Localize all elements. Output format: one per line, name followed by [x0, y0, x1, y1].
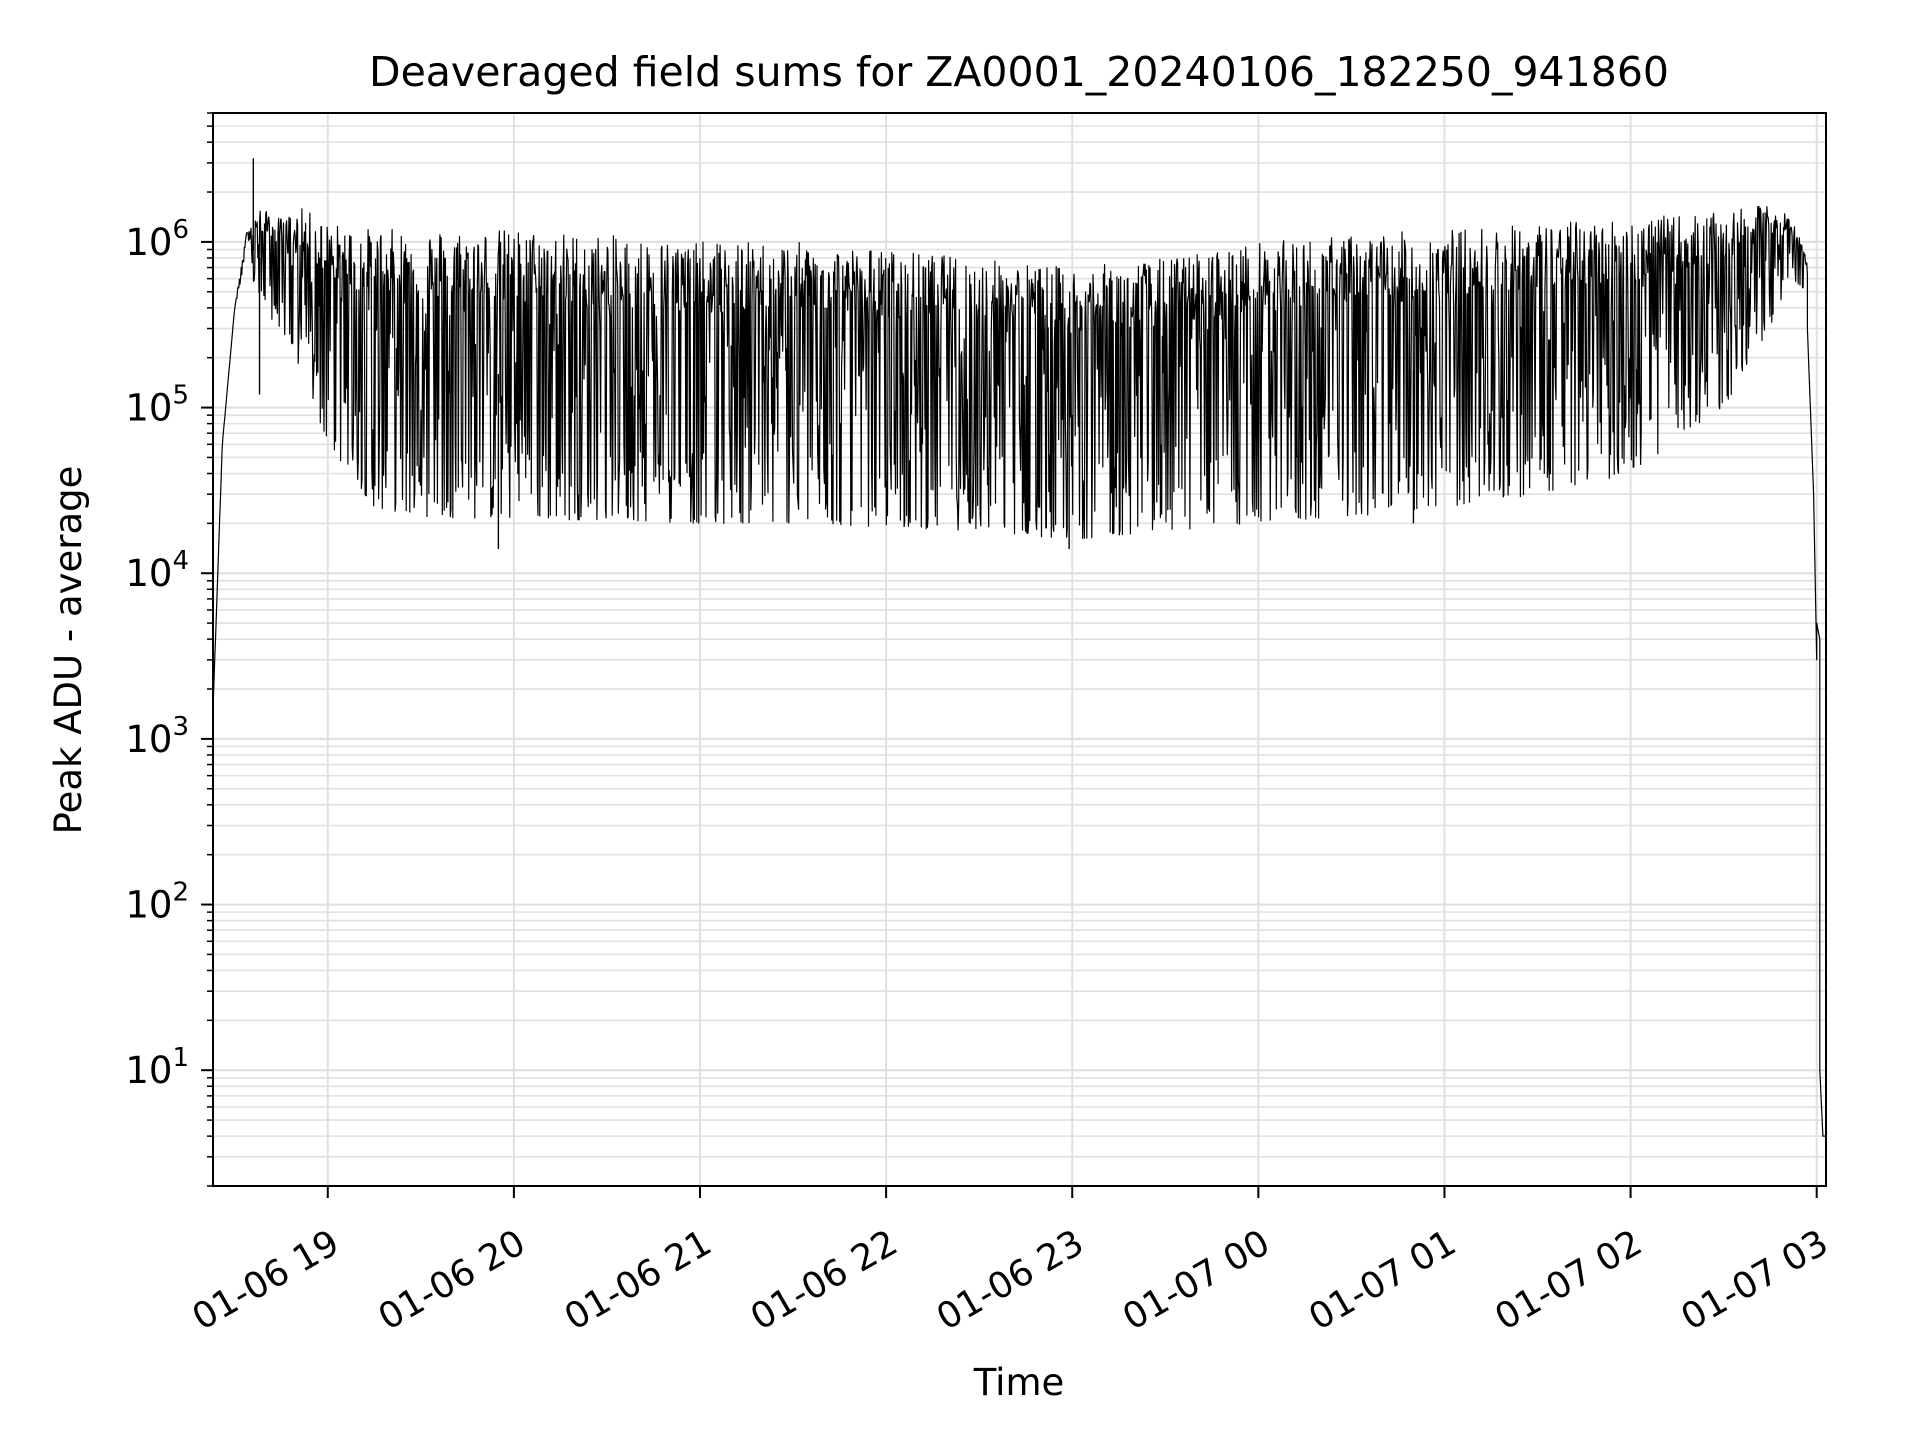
y-axis-label: Peak ADU - average [47, 466, 90, 835]
y-tick-label: 104 [125, 546, 189, 595]
x-axis-label: Time [973, 1361, 1065, 1404]
plot-frame [212, 112, 1827, 1187]
chart-title: Deaveraged field sums for ZA0001_2024010… [369, 48, 1669, 96]
y-tick-label: 101 [125, 1043, 189, 1092]
series-layer [213, 158, 1826, 1137]
y-tick-label: 106 [125, 215, 189, 264]
y-tick-label: 102 [125, 878, 189, 927]
y-tick-label: 105 [125, 381, 189, 430]
y-axis: 101 102 103 104 105 106 [125, 112, 213, 1187]
series-line [213, 205, 1826, 1137]
y-tick-label: 103 [125, 712, 189, 761]
